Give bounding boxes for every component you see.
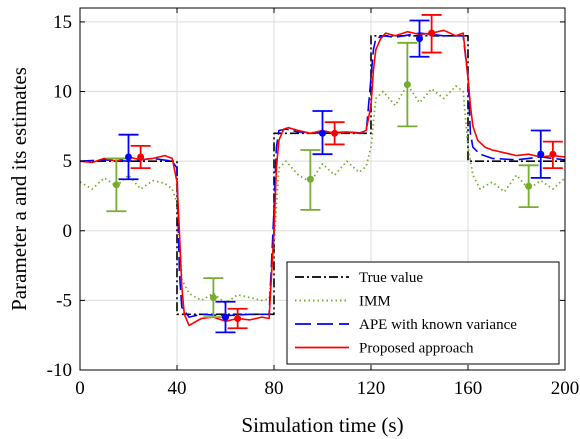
legend-label-proposed-approach: Proposed approach — [359, 341, 474, 357]
x-tick-label: 80 — [265, 378, 284, 399]
y-tick-label: 15 — [53, 12, 72, 33]
error-bar-point — [537, 150, 545, 158]
error-bar — [203, 277, 224, 318]
error-bar — [421, 14, 442, 54]
error-bar — [409, 19, 430, 58]
series-line-true-value — [80, 34, 565, 316]
legend-label-imm: IMM — [359, 294, 391, 310]
error-bar-point — [222, 313, 229, 321]
x-axis-label: Simulation time (s) — [241, 413, 403, 437]
ticks: 0 40 80 120 160 200 -10 -5 0 5 10 15 — [47, 8, 580, 399]
y-tick-label: 5 — [63, 151, 73, 172]
y-tick-label: -10 — [47, 360, 72, 381]
y-axis-label: Parameter a and its estimates — [7, 67, 31, 311]
y-tick-label: 0 — [63, 221, 73, 242]
y-tick-label: -5 — [56, 290, 72, 311]
error-bar — [106, 157, 127, 213]
axes-frame — [79, 7, 566, 371]
x-tick-label: 120 — [357, 378, 386, 399]
error-bar — [300, 149, 321, 211]
error-bar-point — [403, 81, 411, 89]
error-bar — [227, 307, 248, 330]
error-bar-point — [125, 153, 132, 161]
error-bar — [118, 133, 139, 181]
error-bar-point — [428, 29, 436, 37]
error-bar — [518, 164, 539, 209]
error-bar — [312, 110, 333, 156]
series-line-imm — [79, 83, 566, 305]
error-bar — [542, 140, 563, 170]
error-bar-point — [137, 153, 145, 161]
error-bar — [215, 300, 236, 334]
x-tick-label: 0 — [75, 378, 85, 399]
error-bar — [324, 121, 345, 146]
error-bar-point — [319, 129, 326, 137]
error-bar-point — [234, 314, 242, 322]
error-bar-point — [416, 35, 423, 43]
x-tick-label: 40 — [168, 378, 187, 399]
error-bar — [397, 41, 418, 128]
error-bar-point — [306, 175, 314, 183]
error-bar-point — [525, 182, 533, 190]
error-bar-point — [112, 181, 120, 189]
error-bar-point — [209, 294, 217, 302]
legend: True value IMM APE with known variance Prop… — [286, 261, 560, 365]
error-bar — [530, 129, 551, 179]
error-bar-point — [331, 129, 339, 137]
legend-label-ape-with-known-variance: APE with known variance — [359, 317, 517, 333]
legend-label-true-value: True value — [359, 270, 423, 286]
x-tick-label: 200 — [551, 378, 580, 399]
error-bar — [130, 144, 151, 170]
y-tick-label: 10 — [53, 82, 72, 103]
error-bar-point — [549, 150, 557, 158]
plot-area — [79, 14, 566, 334]
x-tick-label: 160 — [454, 378, 483, 399]
